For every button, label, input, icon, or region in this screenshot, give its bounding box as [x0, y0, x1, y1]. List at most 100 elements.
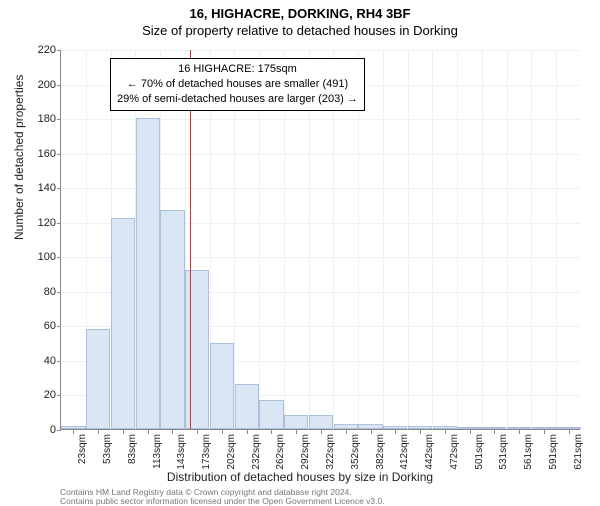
y-tick-label: 80 — [26, 286, 56, 298]
x-tick-label: 83sqm — [127, 434, 138, 464]
x-tick-label: 53sqm — [102, 434, 113, 464]
histogram-bar — [309, 415, 333, 429]
y-tick-label: 20 — [26, 389, 56, 401]
footer-line-2: Contains public sector information licen… — [60, 497, 385, 506]
x-tick-label: 621sqm — [573, 434, 584, 470]
y-tick-label: 220 — [26, 44, 56, 56]
gridline-v — [507, 50, 508, 429]
histogram-bar — [532, 427, 556, 429]
x-tick-mark — [222, 430, 223, 434]
x-tick-mark — [148, 430, 149, 434]
x-tick-mark — [371, 430, 372, 434]
y-tick-label: 40 — [26, 355, 56, 367]
x-tick-label: 292sqm — [300, 434, 311, 470]
x-tick-mark — [395, 430, 396, 434]
histogram-bar — [86, 329, 110, 429]
gridline-v — [457, 50, 458, 429]
y-tick-label: 180 — [26, 113, 56, 125]
histogram-bar — [556, 427, 580, 429]
x-tick-mark — [73, 430, 74, 434]
x-tick-mark — [271, 430, 272, 434]
x-tick-label: 531sqm — [498, 434, 509, 470]
y-tick-label: 200 — [26, 79, 56, 91]
annotation-line: 29% of semi-detached houses are larger (… — [117, 92, 358, 107]
x-tick-mark — [346, 430, 347, 434]
x-tick-mark — [296, 430, 297, 434]
x-tick-mark — [321, 430, 322, 434]
y-tick-mark — [57, 223, 61, 224]
x-tick-mark — [420, 430, 421, 434]
x-tick-label: 352sqm — [350, 434, 361, 470]
x-tick-mark — [123, 430, 124, 434]
histogram-bar — [259, 400, 283, 429]
annotation-box: 16 HIGHACRE: 175sqm← 70% of detached hou… — [110, 58, 365, 111]
gridline-v — [432, 50, 433, 429]
x-tick-label: 173sqm — [201, 434, 212, 470]
x-tick-mark — [247, 430, 248, 434]
x-tick-label: 232sqm — [251, 434, 262, 470]
y-tick-label: 160 — [26, 148, 56, 160]
x-tick-label: 591sqm — [548, 434, 559, 470]
histogram-bar — [284, 415, 308, 429]
histogram-bar — [235, 384, 259, 429]
x-axis-label: Distribution of detached houses by size … — [0, 470, 600, 484]
y-tick-label: 60 — [26, 320, 56, 332]
histogram-bar — [433, 426, 457, 429]
histogram-bar — [136, 118, 160, 429]
y-tick-mark — [57, 154, 61, 155]
x-tick-label: 501sqm — [474, 434, 485, 470]
x-tick-mark — [445, 430, 446, 434]
x-tick-label: 561sqm — [523, 434, 534, 470]
gridline-v — [556, 50, 557, 429]
y-tick-mark — [57, 292, 61, 293]
page-title: 16, HIGHACRE, DORKING, RH4 3BF — [0, 6, 600, 21]
y-tick-mark — [57, 188, 61, 189]
y-tick-label: 120 — [26, 217, 56, 229]
gridline-v — [531, 50, 532, 429]
annotation-line: 16 HIGHACRE: 175sqm — [117, 62, 358, 77]
gridline-v — [408, 50, 409, 429]
x-tick-label: 442sqm — [424, 434, 435, 470]
x-tick-label: 472sqm — [449, 434, 460, 470]
histogram-bar — [383, 426, 407, 429]
gridline-h — [61, 50, 580, 51]
x-tick-mark — [519, 430, 520, 434]
x-tick-mark — [494, 430, 495, 434]
x-tick-label: 262sqm — [275, 434, 286, 470]
y-tick-label: 100 — [26, 251, 56, 263]
histogram-bar — [185, 270, 209, 429]
x-tick-label: 23sqm — [77, 434, 88, 464]
histogram-bar — [408, 426, 432, 429]
histogram-bar — [482, 427, 506, 429]
x-tick-mark — [544, 430, 545, 434]
x-tick-mark — [197, 430, 198, 434]
histogram-bar — [334, 424, 358, 429]
chart-container: 02040608010012014016018020022023sqm53sqm… — [60, 50, 580, 430]
gridline-v — [383, 50, 384, 429]
x-tick-label: 202sqm — [226, 434, 237, 470]
y-axis-label: Number of detached properties — [12, 75, 26, 240]
x-tick-label: 113sqm — [152, 434, 163, 469]
histogram-bar — [457, 427, 481, 429]
y-tick-label: 140 — [26, 182, 56, 194]
y-tick-mark — [57, 50, 61, 51]
x-tick-label: 143sqm — [176, 434, 187, 470]
y-tick-label: 0 — [26, 424, 56, 436]
x-tick-label: 382sqm — [375, 434, 386, 470]
y-tick-mark — [57, 85, 61, 86]
y-tick-mark — [57, 326, 61, 327]
histogram-bar — [111, 218, 135, 429]
y-tick-mark — [57, 257, 61, 258]
y-tick-mark — [57, 430, 61, 431]
x-tick-mark — [98, 430, 99, 434]
y-tick-mark — [57, 361, 61, 362]
histogram-bar — [210, 343, 234, 429]
x-tick-mark — [470, 430, 471, 434]
annotation-line: ← 70% of detached houses are smaller (49… — [117, 77, 358, 92]
x-tick-mark — [172, 430, 173, 434]
histogram-bar — [507, 427, 531, 429]
chart-subtitle: Size of property relative to detached ho… — [0, 23, 600, 38]
y-tick-mark — [57, 395, 61, 396]
x-tick-label: 412sqm — [399, 434, 410, 470]
x-tick-mark — [569, 430, 570, 434]
